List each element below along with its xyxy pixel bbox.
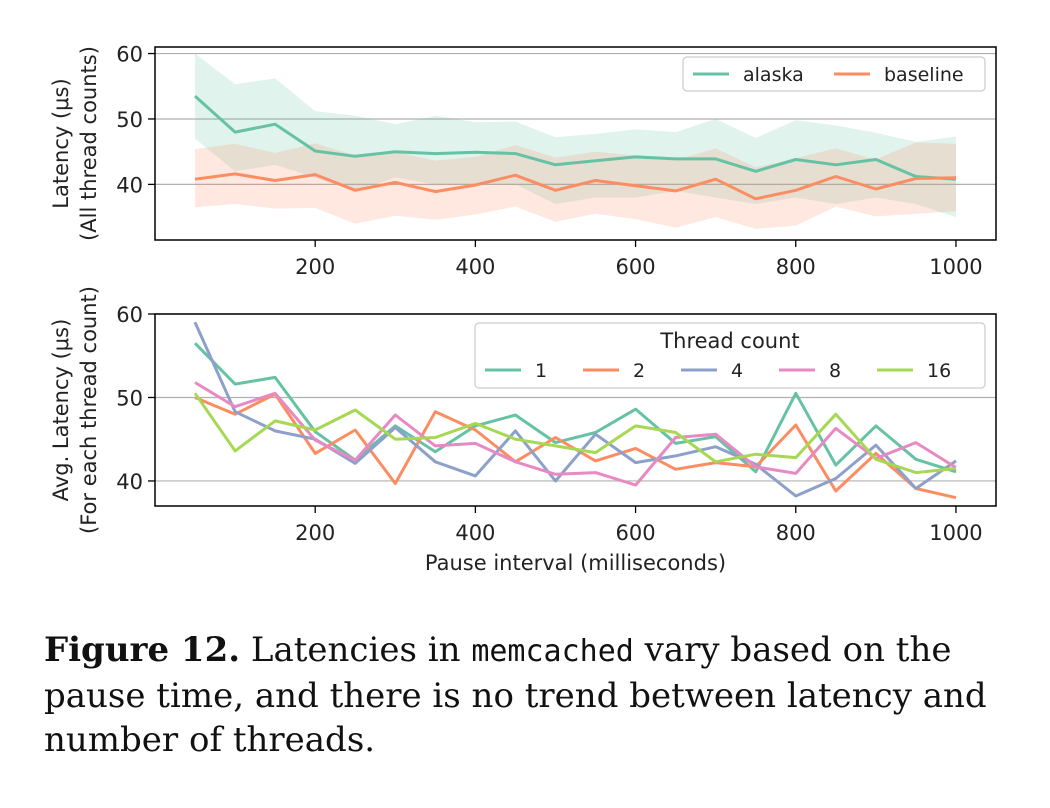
y-axis-label: Avg. Latency (μs) xyxy=(49,319,73,502)
y-axis-label-secondary: (All thread counts) xyxy=(77,46,101,241)
legend-label-1: 1 xyxy=(535,360,547,382)
figure-canvas: 200 400 600 800 1000 40 50 60 Latency (μs) (All t… xyxy=(49,43,997,575)
x-tick-label: 600 xyxy=(616,521,656,545)
y-tick-label: 40 xyxy=(116,470,143,494)
series-line-alaska xyxy=(193,94,957,181)
x-tick-label: 600 xyxy=(616,255,656,279)
x-tick-label: 1000 xyxy=(929,255,982,279)
series-line-16 xyxy=(193,392,957,475)
x-tick-label: 1000 xyxy=(929,521,982,545)
legend-box xyxy=(474,322,986,389)
confidence-band-alaska xyxy=(195,53,956,218)
caption-code: memcached xyxy=(471,634,634,669)
legend-label-baseline: baseline xyxy=(884,64,964,86)
legend-label-alaska: alaska xyxy=(743,64,804,86)
plot-frame xyxy=(154,313,997,507)
series-line-2 xyxy=(194,392,957,500)
y-axis-label-secondary: (For each thread count) xyxy=(77,286,101,534)
series-line-baseline xyxy=(194,172,957,201)
series-line-1 xyxy=(193,342,957,474)
legend-label-8: 8 xyxy=(829,360,841,382)
x-tick-label: 200 xyxy=(295,255,335,279)
plot-frame xyxy=(154,46,997,241)
series-line-8 xyxy=(194,381,957,487)
x-tick-label: 400 xyxy=(455,521,495,545)
y-tick-label: 60 xyxy=(116,43,143,67)
y-tick-label: 50 xyxy=(116,108,143,132)
caption-label: Figure 12. xyxy=(44,630,241,670)
legend-label-2: 2 xyxy=(633,360,645,382)
y-tick-label: 60 xyxy=(116,303,143,327)
figure-caption: Figure 12. Latencies in memcached vary b… xyxy=(44,628,1014,762)
y-axis-label: Latency (μs) xyxy=(49,78,73,208)
caption-text-pre: Latencies in xyxy=(240,630,472,670)
y-tick-label: 40 xyxy=(116,173,143,197)
x-tick-label: 800 xyxy=(776,255,816,279)
legend-title: Thread count xyxy=(659,329,799,353)
x-tick-label: 800 xyxy=(776,521,816,545)
y-tick-label: 50 xyxy=(116,386,143,410)
x-tick-label: 400 xyxy=(455,255,495,279)
x-tick-label: 200 xyxy=(295,521,335,545)
caption-text-post: vary based on the pause time, and there … xyxy=(44,630,987,760)
legend-label-4: 4 xyxy=(731,360,743,382)
legend-label-16: 16 xyxy=(927,360,951,382)
x-axis-label: Pause interval (milliseconds) xyxy=(425,551,726,575)
